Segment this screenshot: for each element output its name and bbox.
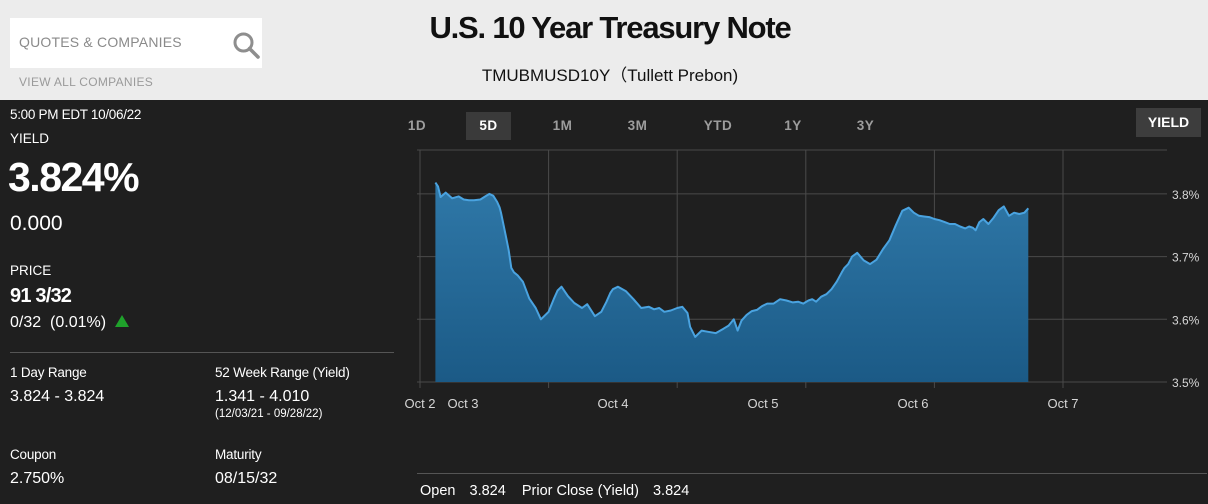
y-tick-label: 3.8% bbox=[1172, 188, 1200, 202]
search-box[interactable]: QUOTES & COMPANIES bbox=[10, 18, 262, 68]
x-tick-label: Oct 5 bbox=[747, 396, 778, 411]
x-tick-label: Oct 4 bbox=[597, 396, 628, 411]
yield-line bbox=[434, 182, 1030, 338]
prior-close-label: Prior Close (Yield) bbox=[521, 483, 639, 499]
week52-range-label: 52 Week Range (Yield) bbox=[215, 365, 350, 380]
footer-stats: Open 3.824 Prior Close (Yield) 3.824 bbox=[420, 483, 693, 499]
x-tick-label: Oct 6 bbox=[897, 396, 928, 411]
tab-3y[interactable]: 3Y bbox=[856, 118, 875, 133]
coupon-label: Coupon bbox=[10, 447, 57, 462]
y-tick-label: 3.5% bbox=[1172, 376, 1200, 390]
view-all-companies-link[interactable]: VIEW ALL COMPANIES bbox=[19, 75, 154, 89]
search-icon[interactable] bbox=[232, 31, 260, 59]
week52-range-dates: (12/03/21 - 09/28/22) bbox=[215, 408, 323, 420]
divider bbox=[10, 352, 394, 353]
price-change-value: 0/32 bbox=[10, 314, 42, 331]
up-arrow-icon bbox=[114, 315, 129, 327]
page-title: U.S. 10 Year Treasury Note bbox=[429, 10, 791, 45]
open-value: 3.824 bbox=[469, 483, 506, 499]
footer-divider bbox=[417, 473, 1207, 474]
yield-toggle-button[interactable]: YIELD bbox=[1136, 108, 1201, 137]
page-subtitle: TMUBMUSD10Y（Tullett Prebon) bbox=[481, 66, 739, 85]
price-change-percent: (0.01%) bbox=[50, 314, 107, 331]
quote-summary: 5:00 PM EDT 10/06/22 YIELD 3.824% 0.000 … bbox=[0, 100, 400, 504]
yield-change: 0.000 bbox=[10, 212, 63, 235]
day-range-label: 1 Day Range bbox=[10, 365, 87, 380]
quote-panel: 5:00 PM EDT 10/06/22 YIELD 3.824% 0.000 … bbox=[0, 100, 1208, 504]
price-label: PRICE bbox=[10, 263, 52, 278]
yield-chart: 3.5% 3.6% 3.7% 3.8% Oct 2 Oct 3 Oct 4 Oct 5 Oct … bbox=[404, 149, 1200, 411]
open-label: Open bbox=[420, 483, 456, 499]
x-tick-label: Oct 7 bbox=[1047, 396, 1078, 411]
price-value: 91 3/32 bbox=[10, 285, 72, 307]
yield-label: YIELD bbox=[10, 131, 50, 146]
yield-value: 3.824% bbox=[8, 154, 140, 200]
search-placeholder[interactable]: QUOTES & COMPANIES bbox=[19, 34, 182, 50]
yield-area bbox=[435, 182, 1029, 382]
x-tick-label: Oct 2 bbox=[404, 396, 435, 411]
tab-3m[interactable]: 3M bbox=[627, 118, 648, 133]
page-header: QUOTES & COMPANIES VIEW ALL COMPANIES U.… bbox=[0, 0, 1208, 100]
price-change: 0/32 (0.01%) bbox=[10, 314, 129, 332]
tab-1m[interactable]: 1M bbox=[552, 118, 573, 133]
day-range-value: 3.824 - 3.824 bbox=[10, 388, 105, 405]
tab-1d[interactable]: 1D bbox=[407, 118, 427, 133]
maturity-label: Maturity bbox=[215, 447, 262, 462]
coupon-value: 2.750% bbox=[10, 470, 65, 487]
week52-range-value: 1.341 - 4.010 bbox=[215, 388, 310, 405]
quote-timestamp: 5:00 PM EDT 10/06/22 bbox=[10, 107, 142, 122]
maturity-value: 08/15/32 bbox=[215, 470, 278, 487]
tab-1y[interactable]: 1Y bbox=[784, 118, 802, 133]
x-tick-label: Oct 3 bbox=[447, 396, 478, 411]
y-tick-label: 3.7% bbox=[1172, 251, 1200, 265]
tab-ytd[interactable]: YTD bbox=[703, 118, 733, 133]
y-tick-label: 3.6% bbox=[1172, 313, 1200, 327]
tab-5d[interactable]: 5D bbox=[466, 112, 511, 140]
prior-close-value: 3.824 bbox=[652, 483, 690, 499]
